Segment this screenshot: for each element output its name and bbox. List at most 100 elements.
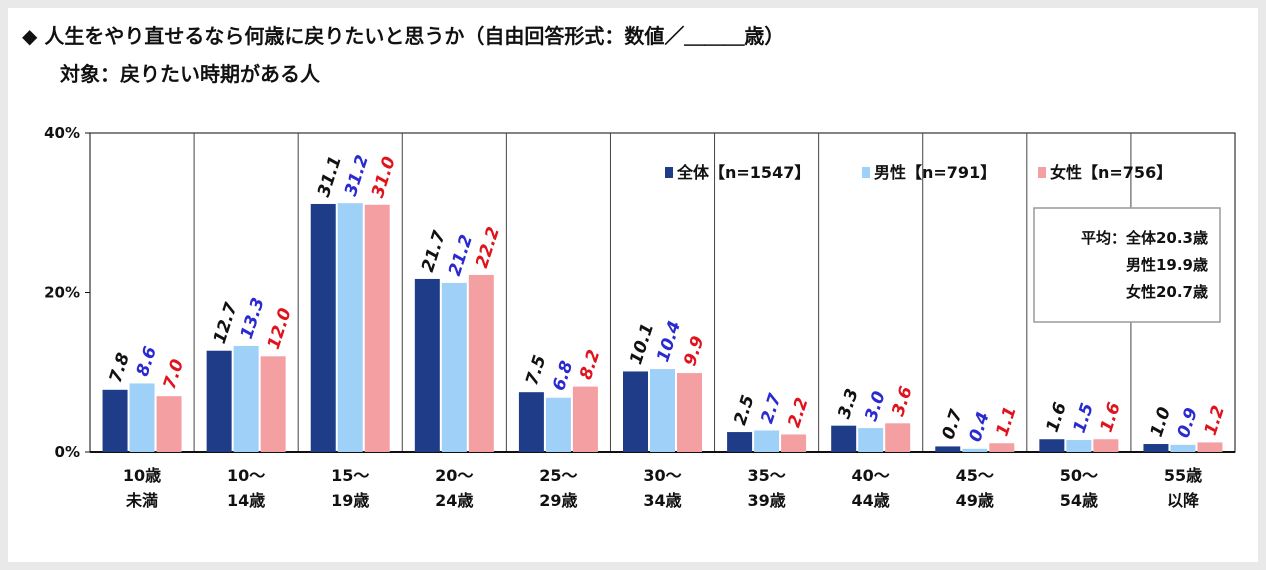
bar [156,396,182,452]
bar [885,423,911,452]
bar [206,350,232,452]
bar [935,446,961,452]
bar [260,356,286,452]
x-category-label: 45～ [956,466,994,485]
bar [1093,439,1119,452]
average-line: 男性19.9歳 [1126,256,1208,274]
bar [831,425,857,452]
data-label: 3.0 [861,389,889,424]
bar [441,282,467,452]
legend-swatch [1038,167,1046,178]
x-category-label: 14歳 [227,491,265,510]
x-category-label: 未満 [125,491,158,510]
x-category-label: 39歳 [747,491,785,510]
data-label: 9.9 [680,334,708,369]
y-tick-label: 20% [44,284,80,302]
bar [623,371,648,452]
data-label: 8.2 [576,347,604,382]
bar [650,369,675,452]
data-label: 3.3 [834,386,862,421]
bar [1039,439,1065,452]
data-label: 13.3 [237,295,269,341]
average-line: 平均：全体20.3歳 [1081,229,1208,247]
y-tick-label: 40% [44,124,80,142]
x-category-label: 35～ [747,466,785,485]
bar [468,274,494,452]
data-label: 8.6 [133,344,161,379]
bar [337,203,363,452]
average-box-frame [1033,207,1221,323]
data-label: 7.5 [522,353,550,388]
x-category-label: 49歳 [956,491,994,510]
x-category-label: 30～ [643,466,681,485]
bar [1170,444,1196,452]
data-label: 1.0 [1147,405,1175,440]
data-label: 0.4 [966,410,994,445]
data-label: 1.5 [1070,401,1098,436]
legend-swatch [665,167,673,178]
data-label: 22.2 [472,224,504,270]
bar [102,389,128,452]
x-category-label: 34歳 [643,491,681,510]
bar [858,428,884,452]
x-category-label: 24歳 [435,491,473,510]
bar [1066,440,1092,452]
bar [727,432,753,452]
bar [781,434,807,452]
data-label: 12.7 [210,300,242,346]
bar [129,383,155,452]
data-label: 1.6 [1097,400,1125,435]
data-label: 0.9 [1174,405,1202,440]
bar [1197,442,1223,452]
bar [989,443,1015,452]
bar [572,386,598,452]
bar [518,392,544,452]
data-label: 2.2 [784,395,812,430]
bar [1143,444,1169,452]
x-category-label: 10歳 [123,466,161,485]
data-label: 1.2 [1201,403,1229,438]
bar [414,278,440,452]
data-label: 0.7 [939,407,967,442]
x-category-label: 15～ [331,466,369,485]
bars-layer [102,203,1223,452]
bar [233,345,259,452]
bar [962,448,988,452]
x-category-label: 20～ [435,466,473,485]
x-category-label: 10～ [227,466,265,485]
x-category-label: 19歳 [331,491,369,510]
bar [545,397,571,452]
data-label: 31.0 [368,154,400,200]
legend-label: 男性【n=791】 [874,163,996,182]
bar [677,373,702,452]
x-category-label: 29歳 [539,491,577,510]
x-category-label: 44歳 [852,491,890,510]
data-label: 12.0 [264,306,296,352]
legend-label: 女性【n=756】 [1050,163,1172,182]
data-label: 21.2 [445,232,477,278]
data-label: 1.6 [1043,400,1071,435]
bar [364,204,390,452]
data-label: 1.1 [993,404,1021,439]
data-label: 7.8 [106,350,134,385]
data-label: 2.7 [757,391,785,426]
x-category-label: 以降 [1167,491,1200,510]
data-label: 7.0 [160,357,188,392]
data-label: 3.6 [888,384,916,419]
x-category-label: 40～ [852,466,890,485]
data-label: 10.1 [626,321,658,367]
chart-title: ◆ 人生をやり直せるなら何歳に戻りたいと思うか（自由回答形式：数値／＿＿＿歳） [22,24,785,48]
chart-subtitle: 対象：戻りたい時期がある人 [60,62,320,86]
x-category-label: 54歳 [1060,491,1098,510]
legend-swatch [862,167,870,178]
data-label: 10.4 [653,319,685,365]
x-category-label: 50～ [1060,466,1098,485]
y-tick-label: 0% [55,443,80,461]
legend-label: 全体【n=1547】 [676,163,810,182]
legend: 全体【n=1547】 男性【n=791】 女性【n=756】 [665,163,1172,182]
data-label: 2.5 [730,393,758,428]
average-line: 女性20.7歳 [1126,283,1208,301]
